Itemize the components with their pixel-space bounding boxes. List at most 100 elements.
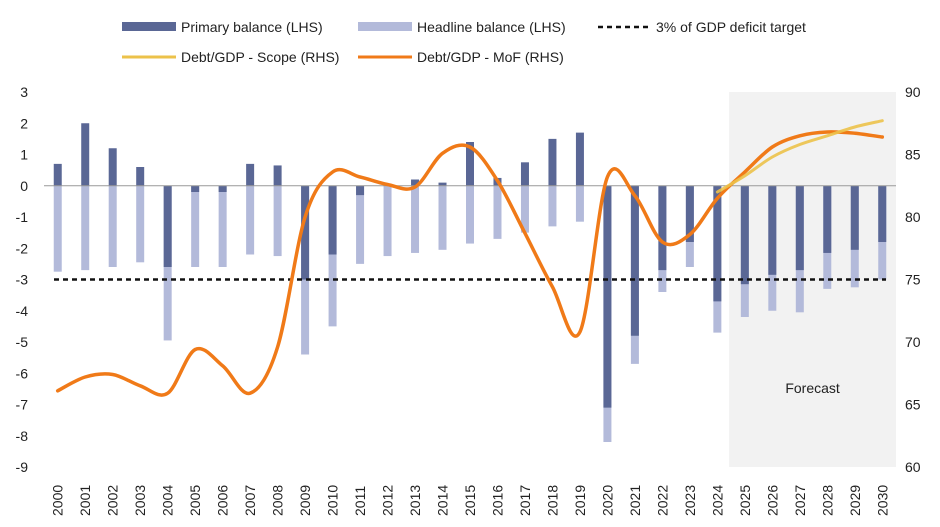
x-tick-label: 2000	[50, 485, 66, 516]
primary-balance-bar	[163, 185, 172, 267]
x-tick-label: 2011	[352, 486, 368, 516]
headline-balance-bar	[548, 185, 557, 227]
primary-balance-bar	[520, 162, 529, 186]
x-tick-label: 2024	[709, 485, 725, 516]
y-left-tick-label: 1	[20, 147, 28, 163]
x-tick-label: 2012	[380, 485, 396, 516]
x-tick-label: 2018	[544, 485, 560, 516]
headline-balance-bar	[53, 185, 62, 272]
y-left-tick-label: -6	[16, 365, 29, 381]
primary-balance-bar	[466, 142, 474, 186]
primary-balance-bar	[108, 148, 117, 186]
y-right-tick-label: 80	[905, 209, 921, 225]
x-tick-label: 2002	[105, 485, 121, 516]
x-tick-label: 2009	[297, 485, 313, 516]
primary-balance-bar	[273, 165, 282, 186]
y-left-tick-label: -7	[16, 397, 29, 413]
y-left-tick-label: 3	[20, 84, 28, 100]
y-left-tick-label: 0	[20, 178, 28, 194]
primary-balance-bar	[630, 185, 639, 336]
primary-balance-bar	[768, 185, 777, 275]
headline-balance-bar	[108, 185, 117, 267]
y-left-tick-label: 2	[20, 115, 28, 131]
x-tick-label: 2008	[270, 485, 286, 516]
x-tick-label: 2007	[242, 485, 258, 516]
x-tick-label: 2003	[132, 485, 148, 516]
y-right-tick-label: 85	[905, 147, 921, 163]
x-tick-label: 2021	[627, 485, 643, 516]
primary-balance-bar	[878, 185, 887, 242]
primary-balance-bar	[685, 185, 694, 242]
y-right-tick-label: 70	[905, 334, 921, 350]
primary-balance-bar	[575, 132, 584, 186]
y-left-tick-label: -8	[16, 428, 29, 444]
x-tick-label: 2028	[819, 485, 835, 516]
legend-label-primary: Primary balance (LHS)	[181, 19, 323, 35]
legend-label-target: 3% of GDP deficit target	[656, 19, 806, 35]
forecast-label: Forecast	[785, 380, 840, 396]
headline-balance-bar	[575, 185, 584, 222]
y-left-tick-label: -9	[16, 459, 29, 475]
primary-balance-bar	[713, 185, 722, 302]
legend: Primary balance (LHS) Headline balance (…	[122, 19, 806, 65]
primary-balance-bar	[328, 185, 337, 255]
legend-label-headline: Headline balance (LHS)	[417, 19, 566, 35]
x-tick-label: 2001	[77, 485, 93, 516]
plot-area: Forecast 3 2 1 0 -1 -2 -3 -4 -5 -6 -7 -8 -9 90 85 80 75 70…	[16, 84, 921, 516]
x-tick-label: 2026	[764, 485, 780, 516]
x-tick-label: 2005	[187, 485, 203, 516]
x-tick-label: 2030	[874, 485, 890, 516]
x-tick-label: 2014	[435, 485, 451, 516]
y-left-tick-label: -2	[16, 240, 29, 256]
headline-balance-bar	[81, 185, 90, 271]
primary-balance-bar	[438, 182, 447, 186]
headline-balance-bar	[493, 185, 502, 239]
x-tick-label: 2019	[572, 485, 588, 516]
primary-balance-bar	[548, 138, 557, 186]
primary-balance-bar	[740, 185, 749, 285]
headline-balance-bar	[328, 185, 337, 327]
headline-balance-bar	[218, 185, 227, 267]
y-left-tick-label: -4	[16, 303, 29, 319]
legend-label-mof: Debt/GDP - MoF (RHS)	[417, 49, 564, 65]
headline-balance-bar	[438, 185, 447, 250]
primary-balance-bar	[603, 185, 612, 408]
primary-balance-bar	[81, 123, 90, 186]
legend-label-scope: Debt/GDP - Scope (RHS)	[181, 49, 339, 65]
x-tick-label: 2016	[489, 485, 505, 516]
primary-balance-bar	[411, 179, 420, 186]
x-tick-label: 2017	[517, 485, 533, 516]
primary-balance-bar	[246, 163, 255, 186]
debt-gdp-mof-line	[55, 130, 885, 397]
headline-balance-bar	[136, 185, 145, 263]
y-left-tick-label: -5	[16, 334, 29, 350]
y-right-tick-label: 65	[905, 397, 921, 413]
x-tick-label: 2020	[599, 485, 615, 516]
primary-balance-bar	[850, 185, 859, 250]
primary-balance-bar	[191, 185, 200, 192]
headline-balance-bar	[273, 185, 282, 257]
y-right-tick-label: 75	[905, 272, 921, 288]
x-tick-label: 2013	[407, 485, 423, 516]
x-tick-label: 2022	[654, 485, 670, 516]
primary-balance-bar	[53, 163, 62, 186]
headline-balance-bar	[466, 185, 474, 244]
headline-balance-bar	[520, 185, 529, 233]
debt-gdp-scope-line	[715, 119, 884, 194]
x-tick-label: 2006	[215, 485, 231, 516]
primary-balance-bar	[658, 185, 667, 271]
y-right-tick-label: 90	[905, 84, 921, 100]
x-tick-label: 2027	[792, 485, 808, 516]
x-tick-label: 2023	[682, 485, 698, 516]
x-tick-label: 2025	[737, 485, 753, 516]
headline-balance-bar	[383, 185, 392, 257]
y-right-tick-label: 60	[905, 459, 921, 475]
legend-swatch-primary	[122, 22, 176, 31]
primary-balance-bar	[218, 185, 227, 192]
primary-balance-bar	[356, 185, 365, 196]
y-left-tick-label: -1	[16, 209, 29, 225]
y-left-tick-label: -3	[16, 272, 29, 288]
primary-balance-bar	[823, 185, 832, 253]
legend-swatch-headline	[358, 22, 412, 31]
